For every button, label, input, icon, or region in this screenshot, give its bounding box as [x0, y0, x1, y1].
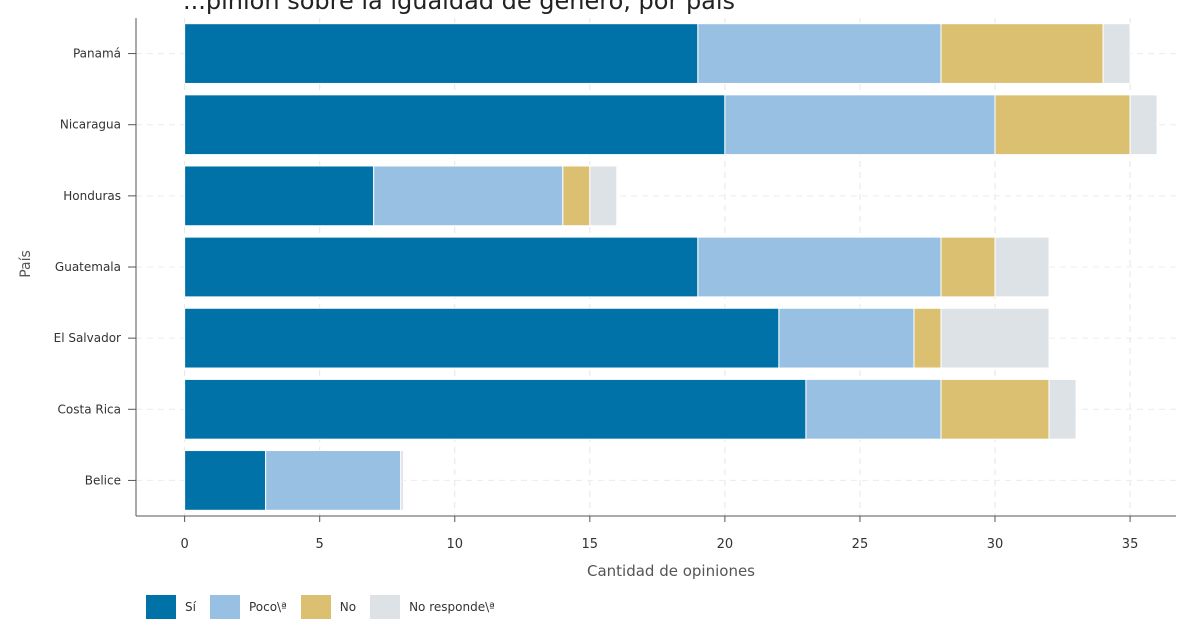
x-tick-label: 30	[987, 537, 1004, 552]
bar-segment	[913, 307, 942, 369]
bar-segment	[697, 236, 942, 298]
x-tick-label: 5	[316, 537, 324, 552]
x-axis-label: Cantidad de opiniones	[587, 562, 755, 580]
bar-segment	[184, 450, 267, 511]
bar-segment	[562, 165, 591, 227]
bar-segment	[184, 165, 375, 227]
legend-swatch	[300, 595, 331, 619]
x-tick-label: 10	[446, 537, 463, 552]
legend-item[interactable]: Sí	[146, 595, 196, 619]
legend-swatch	[370, 595, 401, 619]
x-tick-label: 15	[582, 537, 599, 552]
x-tick-label: 35	[1122, 537, 1139, 552]
legend-swatch	[146, 595, 176, 619]
y-axis-label: País	[18, 250, 34, 278]
bars	[184, 23, 1158, 511]
legend-item[interactable]: No	[300, 595, 357, 619]
y-tick-label: Belice	[85, 473, 121, 487]
y-tick-label: El Salvador	[54, 331, 121, 345]
legend-label: No	[339, 600, 357, 614]
bar-segment	[1129, 94, 1158, 156]
x-tick-labels: 0 5 10 15 20 25 30 35	[180, 516, 1138, 552]
y-tick-label: Costa Rica	[58, 402, 121, 416]
bar-segment	[184, 94, 726, 156]
page-title: ...pinión sobre la igualdad de género, p…	[183, 0, 736, 15]
bar-segment	[400, 450, 404, 511]
bar-segment	[1048, 378, 1077, 440]
legend-swatch	[209, 595, 240, 619]
y-tick-label: Guatemala	[55, 260, 121, 274]
y-tick-label: Nicaragua	[60, 118, 121, 132]
bar-segment	[994, 236, 1050, 298]
bar-segment	[184, 23, 699, 84]
bar-segment	[184, 378, 807, 440]
bar-segment	[373, 165, 564, 227]
y-tick-labels: Panamá Nicaragua Honduras Guatemala El Salva…	[54, 47, 136, 487]
bar-segment	[940, 378, 1050, 440]
bar-segment	[724, 94, 996, 156]
legend-label: Poco\ª	[248, 600, 287, 614]
bar-segment	[805, 378, 942, 440]
bar-segment	[940, 236, 996, 298]
legend-item[interactable]: Poco\ª	[209, 595, 287, 619]
bar-segment	[940, 23, 1104, 84]
bar-segment	[265, 450, 402, 511]
bar-segment	[778, 307, 915, 369]
bar-segment	[994, 94, 1131, 156]
bar-segment	[697, 23, 942, 84]
legend-item[interactable]: No responde\ª	[370, 595, 495, 619]
bar-segment	[184, 307, 780, 369]
x-tick-label: 0	[180, 537, 188, 552]
y-tick-label: Honduras	[63, 189, 121, 203]
bar-segment	[940, 307, 1050, 369]
x-tick-label: 20	[717, 537, 734, 552]
bar-segment	[1102, 23, 1131, 84]
bar-segment	[589, 165, 618, 227]
bar-segment	[184, 236, 699, 298]
y-tick-label: Panamá	[73, 47, 121, 61]
legend-label: No responde\ª	[409, 600, 495, 614]
legend: Sí Poco\ª No No responde\ª	[146, 595, 509, 619]
legend-label: Sí	[185, 600, 196, 614]
x-tick-label: 25	[852, 537, 869, 552]
